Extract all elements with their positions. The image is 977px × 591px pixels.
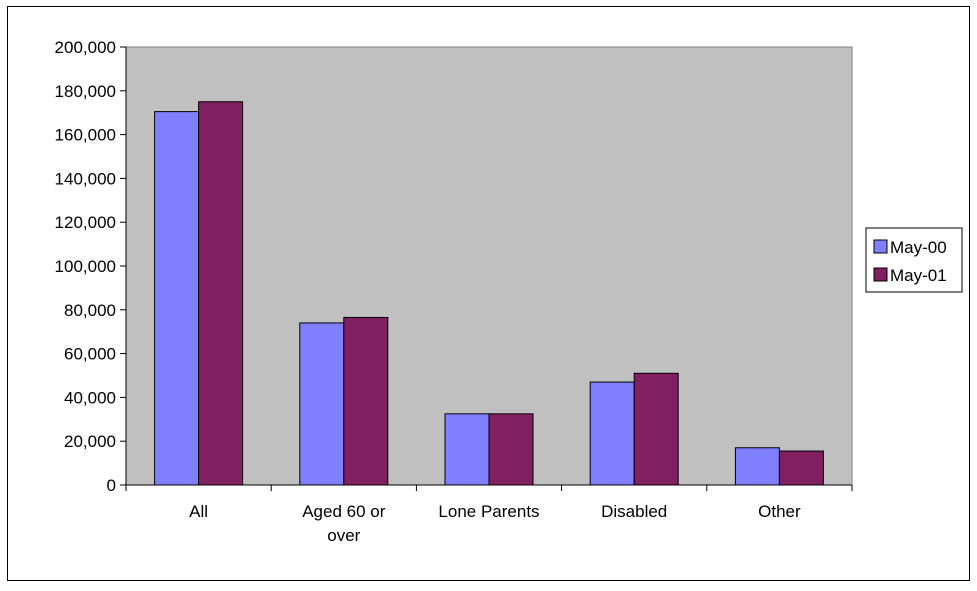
x-tick-label: Aged 60 or over [302,502,386,545]
bar-may-00 [299,322,345,486]
x-tick-label: Lone Parents [438,502,539,521]
y-tick-label: 80,000 [64,301,116,320]
bar-may-01 [198,101,244,486]
y-tick-label: 0 [107,476,116,495]
y-tick-label: 200,000 [55,38,116,57]
bar-may-00 [589,381,635,486]
y-tick-label: 120,000 [55,213,116,232]
y-tick-label: 160,000 [55,126,116,145]
bar-may-01 [633,372,679,486]
legend-label: May-01 [890,266,947,285]
y-tick-label: 20,000 [64,432,116,451]
legend-label: May-00 [890,238,947,257]
y-tick-label: 180,000 [55,82,116,101]
y-tick-label: 100,000 [55,257,116,276]
plot-background [125,46,853,486]
x-tick-label: Disabled [601,502,667,521]
legend-swatch [873,239,888,254]
bar-may-01 [488,413,534,486]
y-tick-label: 40,000 [64,388,116,407]
plot-area: 0 20,000 40,000 60,000 80,000 100,000 120,000 1… [55,38,853,545]
bar-may-01 [778,450,824,486]
legend-swatch [873,267,888,282]
x-tick-label: All [189,502,208,521]
bar-may-01 [343,316,389,486]
legend: May-00 May-01 [865,227,963,293]
x-tick-label: Other [758,502,801,521]
bar-may-00 [154,111,200,486]
bar-may-00 [734,447,780,486]
y-tick-label: 140,000 [55,169,116,188]
bar-may-00 [444,413,490,486]
y-tick-label: 60,000 [64,345,116,364]
